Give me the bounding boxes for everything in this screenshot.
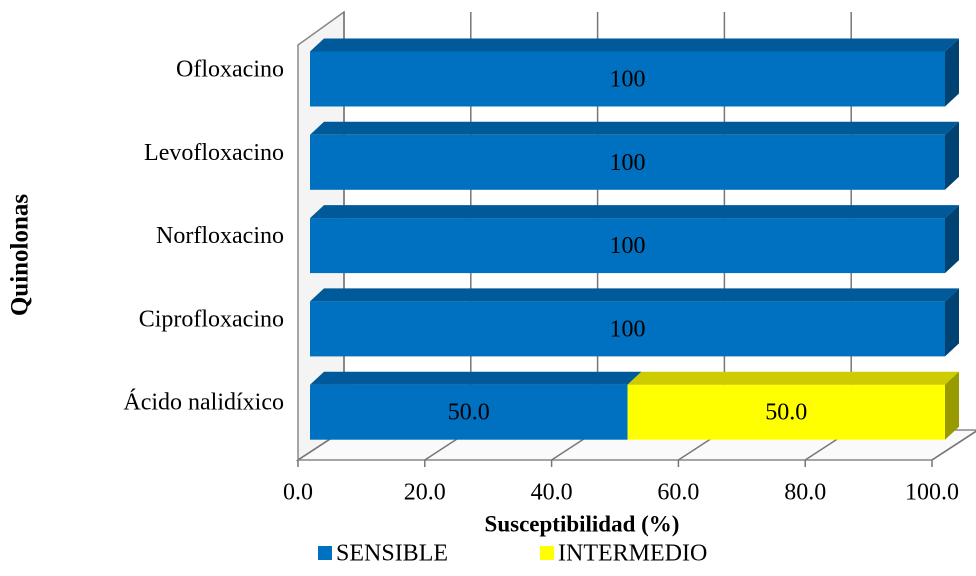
data-label: 100 xyxy=(610,67,646,93)
bar-top xyxy=(310,38,959,52)
y-tick-label: Norfloxacino xyxy=(156,223,284,249)
legend-label: SENSIBLE xyxy=(336,541,448,567)
data-label: 50.0 xyxy=(765,400,807,426)
data-label: 100 xyxy=(610,316,646,342)
legend-swatch xyxy=(540,546,555,560)
x-tick-label: 0.0 xyxy=(283,480,313,506)
data-label: 100 xyxy=(610,233,646,259)
bar-segment xyxy=(310,218,945,274)
bar-top xyxy=(310,371,642,385)
bar-side xyxy=(945,205,959,274)
data-label: 50.0 xyxy=(448,400,490,426)
y-tick-label: Ofloxacino xyxy=(176,57,284,83)
x-tick-label: 60.0 xyxy=(657,480,699,506)
bar-segment xyxy=(310,301,945,357)
bar-segment xyxy=(310,384,628,440)
bar-side xyxy=(945,288,959,357)
y-tick-label: Levofloxacino xyxy=(144,140,284,166)
bar-side xyxy=(945,38,959,107)
bar-segment xyxy=(310,134,945,190)
bar-side xyxy=(945,371,959,440)
bar-side xyxy=(945,121,959,190)
bar-segment xyxy=(310,51,945,107)
bar-segment xyxy=(627,384,945,440)
grid-line xyxy=(931,430,976,461)
bar-top xyxy=(627,371,959,385)
legend-label: INTERMEDIO xyxy=(558,541,707,567)
data-label: 100 xyxy=(610,150,646,176)
y-axis-title: Quinolonas xyxy=(7,194,34,317)
bar-top xyxy=(310,205,959,219)
x-tick-label: 20.0 xyxy=(404,480,446,506)
x-axis-title: Susceptibilidad (%) xyxy=(485,511,680,536)
y-tick-label: Ciprofloxacino xyxy=(139,306,284,332)
x-tick-label: 40.0 xyxy=(531,480,573,506)
bar-top xyxy=(310,288,959,302)
y-tick-label: Ácido nalidíxico xyxy=(123,390,284,416)
bar-top xyxy=(310,121,959,135)
x-tick-label: 100.0 xyxy=(905,480,959,506)
legend-swatch xyxy=(318,546,332,560)
x-tick-label: 80.0 xyxy=(784,480,826,506)
